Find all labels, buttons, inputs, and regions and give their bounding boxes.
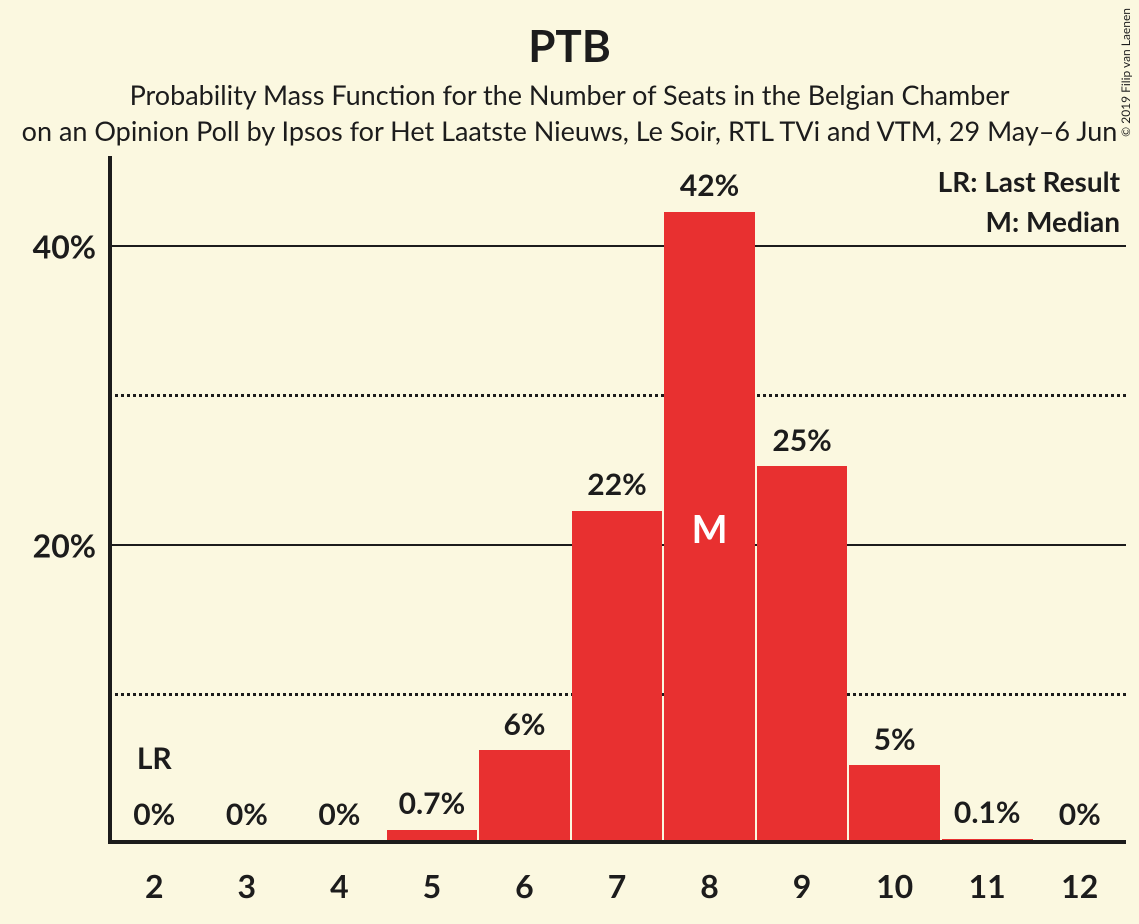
bar-value-label: 0% bbox=[226, 796, 268, 832]
x-tick-label: 6 bbox=[515, 866, 534, 905]
grid-major-line bbox=[108, 245, 1126, 247]
bar-value-label: 0% bbox=[133, 796, 175, 832]
bar bbox=[387, 830, 478, 840]
bar-value-label: 0% bbox=[1059, 796, 1101, 832]
bar bbox=[849, 765, 940, 840]
y-tick-label: 40% bbox=[33, 226, 96, 265]
x-tick-label: 8 bbox=[700, 866, 719, 905]
y-axis-line bbox=[108, 156, 112, 844]
bar-value-label: 5% bbox=[874, 721, 916, 757]
chart-subtitle-1: Probability Mass Function for the Number… bbox=[0, 78, 1139, 111]
chart-subtitle-2: on an Opinion Poll by Ipsos for Het Laat… bbox=[0, 114, 1139, 147]
bar bbox=[757, 466, 848, 840]
x-tick-label: 7 bbox=[608, 866, 627, 905]
bar-value-label: 42% bbox=[680, 167, 739, 203]
grid-minor-line bbox=[108, 394, 1126, 397]
chart-title: PTB bbox=[0, 20, 1139, 72]
bar bbox=[572, 511, 663, 840]
bar-value-label: 22% bbox=[587, 466, 646, 502]
bar-value-label: 0.1% bbox=[954, 794, 1021, 830]
bar bbox=[479, 750, 570, 840]
x-tick-label: 10 bbox=[876, 866, 913, 905]
plot-area: 0% 0% 0% 0.7% 6% 22% 42% 25% 5% 0.1% 0% LR M bbox=[108, 156, 1126, 844]
x-tick-label: 12 bbox=[1061, 866, 1098, 905]
x-tick-label: 9 bbox=[793, 866, 812, 905]
x-tick-label: 11 bbox=[969, 866, 1006, 905]
x-axis-line bbox=[108, 840, 1126, 844]
bar bbox=[942, 839, 1033, 840]
x-tick-label: 4 bbox=[330, 866, 349, 905]
chart-root: PTB Probability Mass Function for the Nu… bbox=[0, 0, 1139, 924]
x-tick-label: 5 bbox=[423, 866, 442, 905]
median-marker: M bbox=[692, 506, 728, 552]
last-result-marker: LR bbox=[137, 740, 172, 776]
bar-value-label: 6% bbox=[503, 706, 545, 742]
copyright-credit: © 2019 Filip van Laenen bbox=[1118, 8, 1133, 137]
bar-value-label: 0.7% bbox=[399, 785, 466, 821]
bar-value-label: 0% bbox=[318, 796, 360, 832]
bar-value-label: 25% bbox=[772, 422, 831, 458]
y-tick-label: 20% bbox=[33, 525, 96, 564]
x-tick-label: 3 bbox=[238, 866, 257, 905]
x-tick-label: 2 bbox=[145, 866, 164, 905]
